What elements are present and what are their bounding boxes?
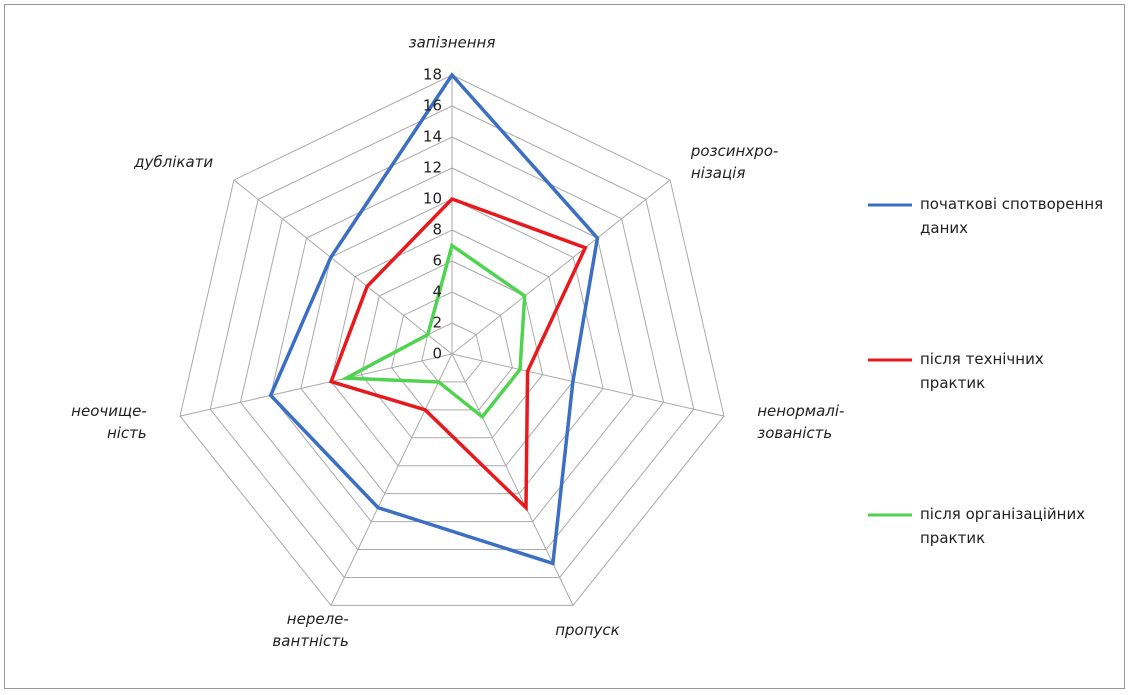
tick-label: 0 [432,345,442,363]
grid-ring [330,229,574,467]
category-label: нереле- [287,610,349,628]
tick-label: 6 [432,252,442,270]
grid-ring [300,198,604,495]
category-label: нізація [691,164,746,182]
tick-label: 16 [423,97,442,115]
spoke [233,179,453,355]
spoke [451,353,725,417]
chart-frame [4,4,1125,689]
tick-label: 12 [423,159,442,177]
grid-ring [179,74,725,606]
category-label: ність [107,424,147,442]
category-label: ненормалі- [757,402,844,420]
tick-label: 14 [423,128,442,146]
grid-ring [209,105,695,578]
spoke [179,353,453,417]
category-label: розсинхро- [690,142,778,160]
grid-ring [421,322,483,383]
tick-label: 4 [432,283,442,301]
series-line [268,72,600,566]
category-label: вантність [272,632,348,650]
series-line [328,196,588,512]
series-line [339,242,527,420]
tick-label: 8 [432,221,442,239]
spoke [451,353,574,606]
grid-ring [239,136,665,551]
category-label: неочище- [71,402,147,420]
spoke [330,353,453,606]
category-label: зованість [757,424,832,442]
spoke [451,179,671,355]
tick-label: 10 [423,190,442,208]
grid-ring [270,167,634,523]
category-label: запізнення [409,34,496,52]
legend-label: початкові спотворення даних [920,195,1104,237]
tick-label: 2 [432,314,442,332]
grid-ring [391,291,513,411]
tick-label: 18 [423,66,442,84]
legend-label: після організаційних практик [920,505,1086,547]
legend-label: після технічних практик [920,350,1044,392]
category-label: дублікати [133,153,213,171]
category-label: пропуск [555,621,620,639]
